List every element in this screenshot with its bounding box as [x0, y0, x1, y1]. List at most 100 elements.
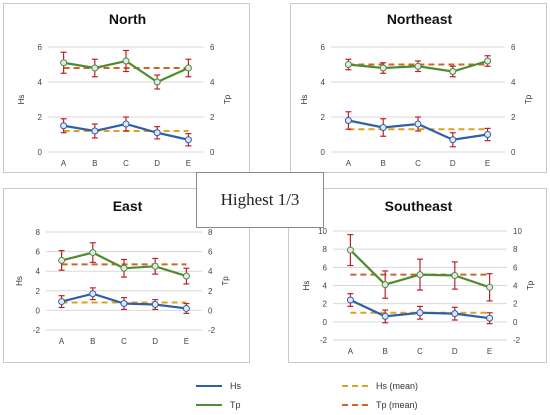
y-tick-label-right: 4 — [210, 78, 215, 87]
data-point-hs — [89, 290, 97, 298]
x-tick-label: A — [348, 347, 354, 356]
y-axis-label-left: Hs — [302, 281, 311, 291]
y-tick-label-left: 4 — [38, 78, 43, 87]
data-point-tp — [91, 64, 99, 72]
x-tick-label: C — [415, 159, 421, 168]
y-tick-label-left: -2 — [320, 336, 328, 345]
data-point-hs — [153, 129, 161, 137]
x-tick-label: B — [92, 159, 97, 168]
y-tick-label-right: -2 — [208, 326, 216, 335]
y-axis-label-left: Hs — [300, 95, 309, 105]
x-tick-label: D — [152, 337, 158, 346]
legend: Hs Hs (mean) Tp Tp (mean) — [0, 375, 550, 415]
y-axis-label-right: Tp — [524, 94, 533, 104]
chart-title-east: East — [113, 198, 143, 214]
y-axis-label-right: Tp — [526, 280, 535, 290]
x-tick-label: D — [450, 159, 456, 168]
x-tick-label: A — [346, 159, 352, 168]
y-axis-label-left: Hs — [15, 276, 24, 286]
data-point-tp — [120, 264, 128, 272]
y-tick-label-right: 6 — [513, 263, 518, 272]
legend-label-tp: Tp — [230, 400, 241, 410]
y-tick-label-right: 2 — [210, 113, 215, 122]
data-point-hs — [486, 314, 494, 322]
data-point-tp — [451, 272, 459, 280]
y-tick-label-right: 2 — [513, 300, 518, 309]
x-tick-label: E — [487, 347, 492, 356]
y-tick-label-left: 4 — [323, 282, 328, 291]
legend-label-hs-mean: Hs (mean) — [376, 381, 419, 391]
y-tick-label-left: 0 — [321, 148, 326, 157]
y-tick-label-left: 6 — [323, 263, 328, 272]
data-point-tp — [151, 262, 159, 270]
legend-item-tp-mean: Tp (mean) — [342, 400, 418, 410]
legend-label-tp-mean: Tp (mean) — [376, 400, 418, 410]
data-point-tp — [58, 256, 66, 264]
data-point-hs — [416, 309, 424, 317]
y-tick-label-right: 6 — [210, 43, 215, 52]
chart-title-southeast: Southeast — [385, 198, 453, 214]
y-tick-label-left: -2 — [33, 326, 41, 335]
data-point-hs — [346, 296, 354, 304]
chart-svg-southeast: Southeast -2 -2 0 0 2 2 4 4 6 6 8 8 10 10 A B C D E Hs Tp — [302, 198, 535, 356]
x-tick-label: E — [184, 337, 189, 346]
y-tick-label-left: 6 — [38, 43, 43, 52]
data-point-tp — [346, 246, 354, 254]
y-tick-label-left: 4 — [36, 267, 41, 276]
data-point-tp — [344, 61, 352, 68]
chart-svg-north: North 0 0 2 2 4 4 6 6 A B C D E Hs Tp — [17, 11, 232, 168]
legend-swatch-hs — [196, 385, 222, 387]
x-tick-label: A — [59, 337, 65, 346]
center-label: Highest 1/3 — [196, 172, 324, 228]
chart-svg-northeast: Northeast 0 0 2 2 4 4 6 6 A B C D E Hs Tp — [300, 11, 533, 168]
y-tick-label-right: 0 — [511, 148, 516, 157]
data-point-hs — [184, 136, 192, 144]
y-tick-label-right: -2 — [513, 336, 521, 345]
data-point-hs — [60, 122, 68, 130]
data-point-hs — [379, 124, 387, 131]
data-point-tp — [416, 271, 424, 279]
data-point-tp — [449, 68, 457, 75]
x-tick-label: B — [381, 159, 386, 168]
y-tick-label-left: 0 — [36, 306, 41, 315]
chart-panel-northeast: Northeast 0 0 2 2 4 4 6 6 A B C D E Hs Tp — [290, 3, 547, 173]
chart-panel-southeast: Southeast -2 -2 0 0 2 2 4 4 6 6 8 8 10 10 A B C D E Hs Tp — [288, 188, 547, 363]
y-tick-label-left: 8 — [323, 245, 328, 254]
data-point-tp — [184, 64, 192, 72]
y-tick-label-left: 2 — [321, 113, 326, 122]
data-point-hs — [182, 304, 190, 312]
x-tick-label: B — [90, 337, 95, 346]
x-tick-label: C — [123, 159, 129, 168]
y-tick-label-left: 10 — [318, 227, 327, 236]
y-tick-label-right: 4 — [511, 78, 516, 87]
legend-swatch-tp — [196, 404, 222, 406]
chart-panel-north: North 0 0 2 2 4 4 6 6 A B C D E Hs Tp — [3, 3, 250, 173]
data-point-tp — [89, 249, 97, 257]
y-tick-label-left: 0 — [38, 148, 43, 157]
legend-item-hs-mean: Hs (mean) — [342, 381, 418, 391]
y-tick-label-right: 6 — [511, 43, 516, 52]
data-point-tp — [381, 281, 389, 289]
x-tick-label: E — [186, 159, 191, 168]
x-tick-label: A — [61, 159, 67, 168]
data-point-hs — [58, 298, 66, 306]
data-point-tp — [60, 59, 68, 67]
x-tick-label: C — [121, 337, 127, 346]
y-tick-label-right: 2 — [511, 113, 516, 122]
y-tick-label-left: 2 — [38, 113, 43, 122]
y-tick-label-right: 10 — [513, 227, 522, 236]
data-point-hs — [151, 301, 159, 309]
y-tick-label-right: 0 — [208, 306, 213, 315]
y-tick-label-left: 6 — [36, 248, 41, 257]
data-point-tp — [379, 64, 387, 72]
data-point-tp — [122, 57, 130, 65]
y-tick-label-right: 6 — [208, 248, 213, 257]
y-tick-label-right: 2 — [208, 287, 213, 296]
data-point-tp — [414, 62, 422, 70]
legend-item-hs: Hs — [196, 381, 241, 391]
chart-svg-east: East -2 -2 0 0 2 2 4 4 6 6 8 8 A B C D E Hs Tp — [15, 198, 230, 346]
x-tick-label: B — [383, 347, 388, 356]
data-point-hs — [344, 117, 352, 124]
y-tick-label-left: 2 — [36, 287, 41, 296]
y-tick-label-right: 8 — [208, 228, 213, 237]
